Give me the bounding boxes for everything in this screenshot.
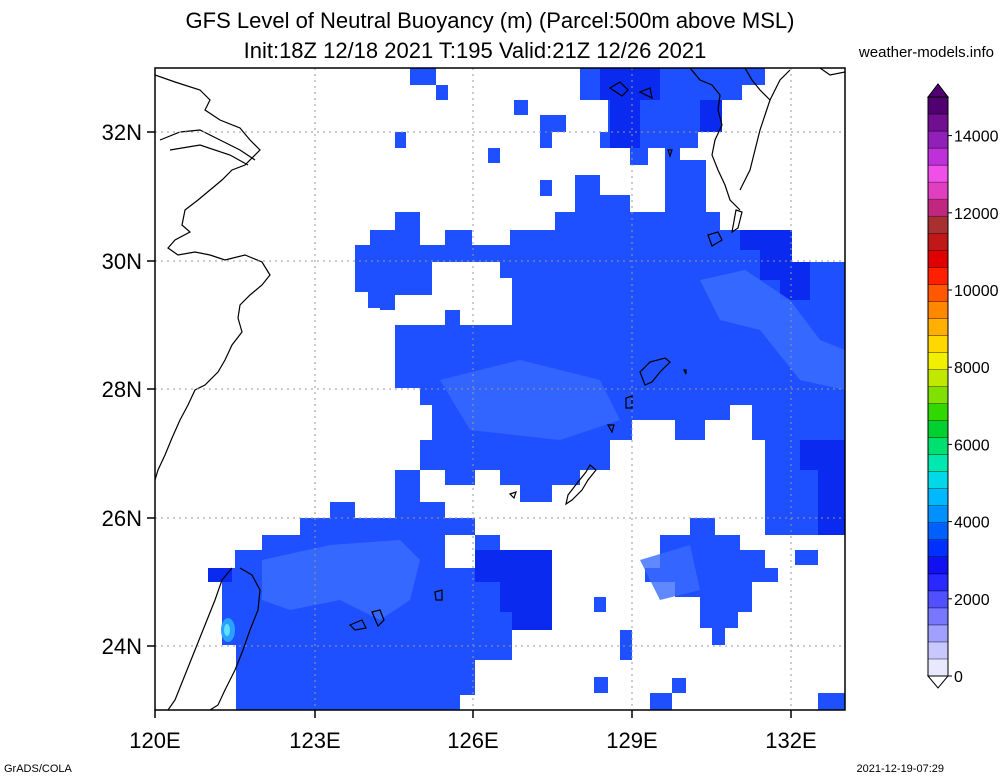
axis-ticks — [147, 131, 792, 718]
colorbar-label: 10000 — [954, 283, 999, 300]
korea-tip — [819, 68, 845, 76]
colorbar-segment — [928, 131, 948, 149]
gridlines — [155, 68, 845, 710]
colorbar-segment — [928, 590, 948, 609]
colorbar-segment — [928, 318, 948, 336]
field-shade-dark-1 — [475, 550, 552, 630]
colorbar-frame — [927, 96, 949, 677]
lon-label-129e: 129E — [606, 728, 657, 753]
colorbar-segment — [928, 386, 948, 405]
colorbar-segment — [928, 216, 948, 234]
colorbar-label: 0 — [954, 669, 963, 686]
colorbar-segment — [928, 488, 948, 507]
field-shade-dark-3 — [740, 230, 845, 535]
lat-label-26n: 26N — [102, 506, 142, 531]
lon-label-132e: 132E — [765, 728, 816, 753]
colorbar-label: 4000 — [954, 515, 990, 532]
colorbar-segment — [928, 182, 948, 200]
colorbar-segment — [928, 335, 948, 353]
colorbar-label: 14000 — [954, 129, 999, 146]
colorbar-labels: 0 2000 4000 6000 8000 10000 12000 14000 — [948, 129, 999, 686]
coastlines — [155, 68, 845, 710]
colorbar-segment — [928, 607, 948, 626]
colorbar-segment — [928, 539, 948, 558]
kyushu-east — [739, 99, 771, 191]
lat-label-28n: 28N — [102, 377, 142, 402]
island-amami — [639, 357, 671, 386]
colorbar-segment — [928, 556, 948, 575]
field-shade-light-3 — [440, 360, 620, 440]
colorbar-segment — [928, 97, 948, 115]
colorbar-segment — [928, 641, 948, 660]
colorbar-segment — [928, 199, 948, 217]
colorbar-top-arrow — [926, 83, 950, 98]
island-okinawa — [565, 464, 597, 506]
lon-label-120e: 120E — [129, 728, 180, 753]
lon-label-126e: 126E — [447, 728, 498, 753]
colorbar-bottom-arrow — [926, 675, 950, 689]
colorbar-segment — [928, 624, 948, 643]
colorbar-segment — [928, 505, 948, 524]
colorbar-segment — [928, 522, 948, 541]
lat-label-30n: 30N — [102, 249, 142, 274]
kyushu-coast — [689, 68, 791, 211]
colorbar-label: 12000 — [954, 206, 999, 223]
chart-subtitle: Init:18Z 12/18 2021 T:195 Valid:21Z 12/2… — [243, 38, 707, 63]
chart-title: GFS Level of Neutral Buoyancy (m) (Parce… — [185, 8, 795, 33]
colorbar-segment — [928, 165, 948, 183]
china-coast — [155, 74, 271, 481]
colorbar-segment — [928, 284, 948, 302]
colorbar-segment — [928, 148, 948, 166]
colorbar-segment — [928, 658, 948, 677]
yangtze-estuary — [159, 129, 256, 166]
colorbar-segment — [928, 250, 948, 268]
colorbar-label: 2000 — [954, 592, 990, 609]
island-yakushima — [707, 231, 723, 247]
island-goto — [608, 81, 653, 100]
colorbar-segment — [928, 233, 948, 251]
colorbar-segment — [928, 267, 948, 285]
taiwan-coast — [167, 567, 261, 710]
footer-software: GrADS/COLA — [4, 763, 72, 775]
colorbar-segment — [928, 403, 948, 422]
colorbar-label: 8000 — [954, 360, 990, 377]
field-scatter-north — [355, 68, 740, 308]
colorbar-label: 6000 — [954, 437, 990, 454]
colorbar-segment — [928, 437, 948, 456]
footer-timestamp: 2021-12-19-07:29 — [856, 763, 944, 775]
island-ishigaki — [348, 609, 385, 631]
colorbar-segment — [928, 420, 948, 439]
field-shade-light-2 — [700, 270, 845, 390]
colorbar-segments — [928, 97, 948, 677]
island-kume — [508, 491, 517, 500]
island-tokunoshima — [625, 395, 633, 409]
colorbar-segment — [928, 301, 948, 319]
colorbar: 0 2000 4000 6000 8000 10000 12000 14000 — [926, 83, 999, 689]
lon-label-123e: 123E — [289, 728, 340, 753]
colorbar-segment — [928, 573, 948, 592]
field-shade-light-4 — [640, 545, 700, 600]
site-credit: weather-models.info — [858, 44, 994, 61]
colorbar-segment — [928, 471, 948, 490]
lat-label-32n: 32N — [102, 120, 142, 145]
field-high-spot-core — [224, 624, 230, 636]
island-misc — [606, 149, 687, 434]
field-region-east-strip — [765, 470, 805, 535]
field-shade-light-1 — [262, 540, 420, 620]
field-patch-se — [594, 550, 845, 710]
field-hole-1 — [420, 262, 512, 325]
colorbar-segment — [928, 352, 948, 370]
island-miyako — [434, 589, 443, 601]
colorbar-segment — [928, 454, 948, 473]
island-tanegashima — [731, 209, 743, 234]
colorbar-segment — [928, 114, 948, 132]
colorbar-segment — [928, 369, 948, 387]
lat-label-24n: 24N — [102, 634, 142, 659]
